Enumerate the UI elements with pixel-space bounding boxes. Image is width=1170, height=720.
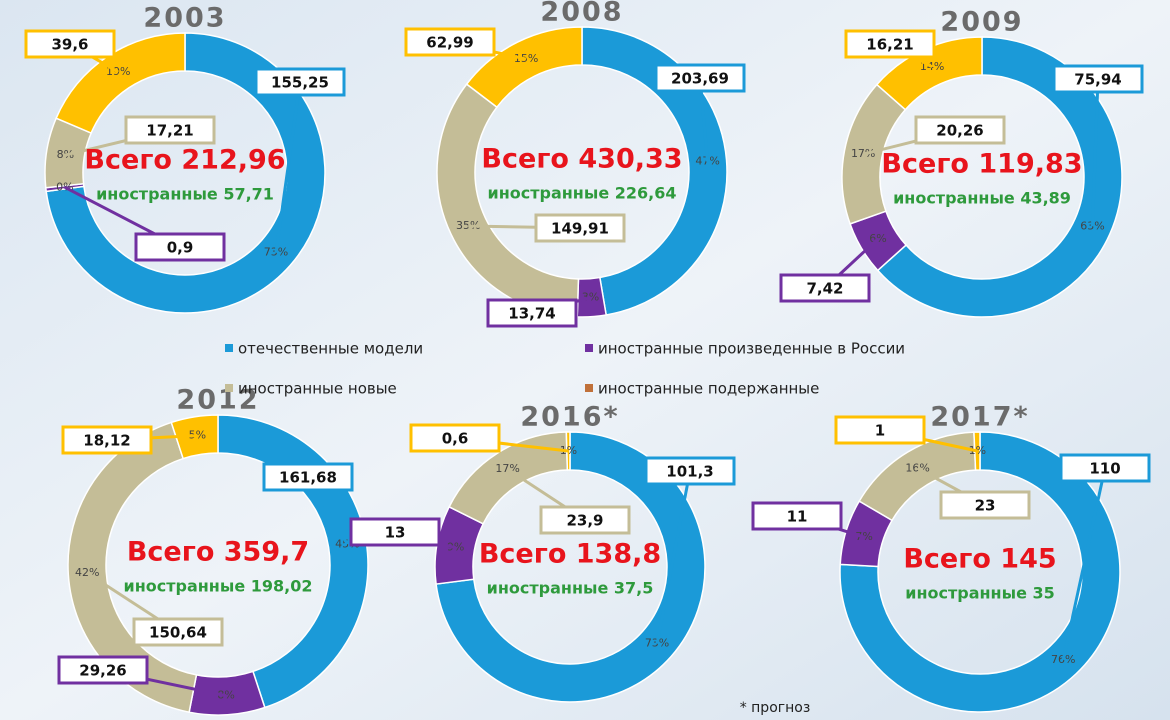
value-label: 150,64 <box>149 624 207 642</box>
value-label: 101,3 <box>666 463 713 481</box>
legend-swatch <box>585 344 593 352</box>
value-label: 23,9 <box>566 512 603 530</box>
total-label: Всего 212,96 <box>84 145 285 176</box>
legend-swatch <box>225 384 233 392</box>
donut-segment <box>435 431 706 703</box>
donut-segment <box>465 26 583 109</box>
donut-segment <box>55 32 186 135</box>
value-label: 18,12 <box>83 432 130 450</box>
value-box <box>132 617 224 647</box>
leader-line <box>1061 467 1107 661</box>
value-label: 1 <box>875 422 885 440</box>
value-label: 203,69 <box>671 70 729 88</box>
value-label: 16,21 <box>866 36 913 54</box>
percent-label: 35% <box>456 219 480 232</box>
value-box <box>24 29 116 59</box>
foreign-label: иностранные 57,71 <box>96 185 274 204</box>
foreign-label: иностранные 43,89 <box>893 189 1071 208</box>
legend-label: отечественные модели <box>238 340 423 358</box>
value-box <box>349 517 441 547</box>
value-box <box>534 213 626 243</box>
leader-line <box>274 81 302 253</box>
percent-label: 5% <box>189 429 206 442</box>
value-box <box>124 115 216 145</box>
value-box <box>57 655 149 685</box>
value-label: 75,94 <box>1074 71 1121 89</box>
total-label: Всего 359,7 <box>127 537 309 568</box>
value-label: 20,26 <box>936 122 983 140</box>
legend-label: иностранные подержанные <box>598 380 819 398</box>
chart-year: 2009 <box>940 7 1023 38</box>
value-box <box>61 425 153 455</box>
value-box <box>262 462 354 492</box>
value-box <box>134 232 226 262</box>
donut-segment <box>875 36 983 111</box>
value-label: 0,9 <box>167 239 194 257</box>
value-box <box>914 115 1006 145</box>
legend-swatch <box>585 384 593 392</box>
foreign-label: иностранные 35 <box>905 584 1055 603</box>
value-box <box>939 490 1031 520</box>
leader-line <box>655 470 692 644</box>
value-box <box>751 501 843 531</box>
value-label: 149,91 <box>551 220 609 238</box>
value-label: 23 <box>975 497 996 515</box>
total-label: Всего 119,83 <box>881 149 1082 180</box>
chart-year: 2017* <box>930 402 1029 433</box>
donut-segment <box>876 36 1123 318</box>
total-label: Всего 138,8 <box>479 539 661 570</box>
value-label: 13 <box>385 524 406 542</box>
value-box <box>409 423 501 453</box>
value-label: 110 <box>1089 460 1120 478</box>
chart-year: 2003 <box>143 3 226 34</box>
value-box <box>834 415 926 445</box>
foreign-label: иностранные 226,64 <box>487 184 676 203</box>
value-box <box>404 27 496 57</box>
value-box <box>1059 453 1151 483</box>
value-box <box>1052 64 1144 94</box>
value-label: 7,42 <box>806 280 843 298</box>
value-label: 62,99 <box>426 34 473 52</box>
value-box <box>539 505 631 535</box>
value-box <box>644 456 736 486</box>
total-label: Всего 430,33 <box>481 144 682 175</box>
value-label: 29,26 <box>79 662 126 680</box>
value-label: 13,74 <box>508 305 555 323</box>
value-box <box>654 63 746 93</box>
foreign-label: иностранные 37,5 <box>487 579 654 598</box>
total-label: Всего 145 <box>903 544 1056 575</box>
value-label: 155,25 <box>271 74 329 92</box>
percent-label: 3% <box>582 291 599 304</box>
value-box <box>844 29 936 59</box>
legend-label: иностранные новые <box>238 380 397 398</box>
legend-swatch <box>225 344 233 352</box>
value-box <box>779 273 871 303</box>
foreign-label: иностранные 198,02 <box>123 577 312 596</box>
note: * прогноз <box>740 700 811 716</box>
value-label: 161,68 <box>279 469 337 487</box>
value-label: 39,6 <box>51 36 88 54</box>
chart-year: 2012 <box>176 385 259 416</box>
value-box <box>486 298 578 328</box>
leader-line <box>1090 78 1100 227</box>
donut-segment <box>67 421 198 714</box>
chart-year: 2016* <box>520 402 619 433</box>
value-label: 17,21 <box>146 122 193 140</box>
value-label: 11 <box>787 508 808 526</box>
value-box <box>254 67 346 97</box>
chart-year: 2008 <box>540 0 623 28</box>
value-label: 0,6 <box>442 430 469 448</box>
legend-label: иностранные произведенные в России <box>598 340 905 358</box>
